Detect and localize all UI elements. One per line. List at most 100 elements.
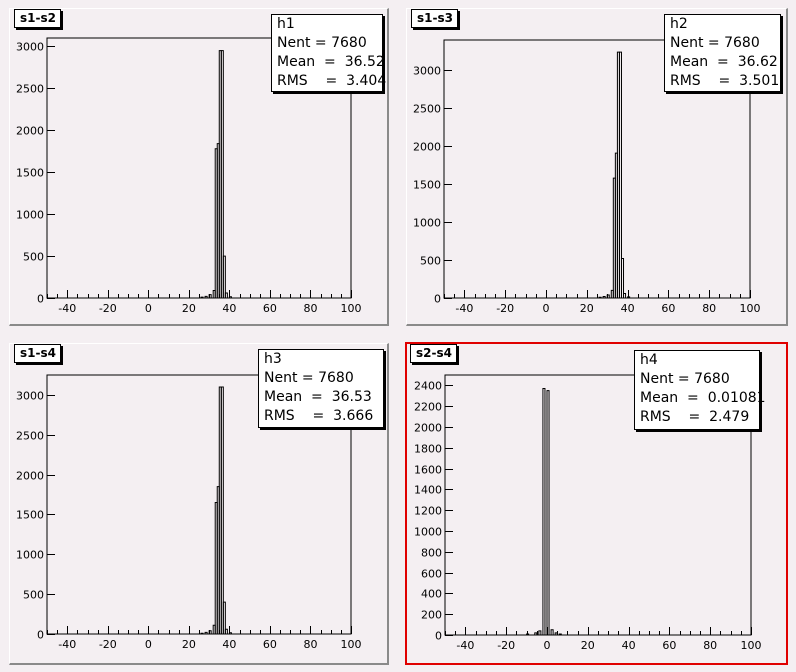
y-tick-label: 1200 bbox=[414, 505, 442, 518]
histogram-bin bbox=[550, 629, 554, 635]
x-tick-label: 100 bbox=[341, 302, 362, 315]
y-tick-label: 2500 bbox=[413, 103, 441, 116]
x-tick-label: 40 bbox=[621, 302, 635, 315]
y-tick-label: 500 bbox=[23, 251, 44, 264]
x-tick-label: 20 bbox=[182, 638, 196, 651]
y-tick-label: 2500 bbox=[16, 83, 44, 96]
y-tick-label: 0 bbox=[37, 629, 44, 642]
x-tick-label: 60 bbox=[263, 638, 277, 651]
stats-nent: Nent = 7680 bbox=[640, 371, 730, 387]
x-tick-label: 20 bbox=[581, 639, 595, 652]
y-tick-label: 800 bbox=[421, 547, 442, 560]
x-tick-label: 80 bbox=[702, 302, 716, 315]
x-tick-label: 0 bbox=[543, 302, 550, 315]
stats-name: h3 bbox=[264, 351, 282, 367]
histogram-bin bbox=[220, 386, 224, 634]
mean-value: 36.53 bbox=[331, 389, 372, 405]
y-tick-label: 1000 bbox=[414, 526, 442, 539]
mean-label: Mean bbox=[640, 390, 679, 406]
nent-value: 7680 bbox=[318, 370, 354, 386]
histogram-bin bbox=[538, 630, 542, 635]
histogram-bin bbox=[627, 296, 631, 298]
histogram-bin bbox=[228, 296, 232, 298]
y-tick-label: 1600 bbox=[414, 464, 442, 477]
stats-box-h2[interactable]: h2 Nent = 7680 Mean = 36.62 RMS = 3.501 bbox=[664, 14, 781, 92]
histogram-bin bbox=[204, 631, 208, 634]
stats-mean: Mean = 36.62 bbox=[670, 54, 778, 70]
y-tick-label: 600 bbox=[421, 568, 442, 581]
x-tick-label: -40 bbox=[456, 639, 474, 652]
histogram-bin bbox=[228, 632, 232, 634]
y-tick-label: 2200 bbox=[414, 401, 442, 414]
pad-s1-s2[interactable]: -40 -20 0 20 40 60 80 100 0 500 1000 1500 2000 2500 30… bbox=[9, 8, 389, 326]
y-tick-label: 2000 bbox=[413, 141, 441, 154]
histogram-bin bbox=[220, 50, 224, 298]
histogram-bin bbox=[618, 51, 622, 298]
histogram-bin bbox=[598, 296, 602, 298]
y-tick-label: 1500 bbox=[16, 167, 44, 180]
stats-nent: Nent = 7680 bbox=[670, 35, 760, 51]
stats-mean: Mean = 36.52 bbox=[277, 54, 385, 70]
mean-label: Mean bbox=[264, 389, 303, 405]
pad-title: s2-s4 bbox=[410, 344, 457, 363]
stats-nent: Nent = 7680 bbox=[264, 370, 354, 386]
x-tick-label: 40 bbox=[222, 638, 236, 651]
x-tick-label: 60 bbox=[662, 639, 676, 652]
stats-rms: RMS = 3.404 bbox=[277, 73, 387, 89]
pad-s1-s3[interactable]: -40 -20 0 20 40 60 80 100 0 500 1000 1500 2000 2500 30… bbox=[406, 8, 788, 326]
y-tick-label: 2500 bbox=[16, 430, 44, 443]
mean-value: 0.01081 bbox=[707, 390, 766, 406]
y-tick-label: 1400 bbox=[414, 484, 442, 497]
x-tick-label: 60 bbox=[661, 302, 675, 315]
nent-label: Nent bbox=[277, 35, 311, 51]
stats-mean: Mean = 0.01081 bbox=[640, 390, 766, 406]
stats-nent: Nent = 7680 bbox=[277, 35, 367, 51]
rms-label: RMS bbox=[640, 409, 671, 425]
rms-label: RMS bbox=[264, 408, 295, 424]
stats-mean: Mean = 36.53 bbox=[264, 389, 372, 405]
rms-value: 3.404 bbox=[346, 73, 387, 89]
pad-title: s1-s4 bbox=[14, 344, 61, 363]
histogram-plot-h4: -40 -20 0 20 40 60 80 1000200400600800100012001… bbox=[414, 374, 762, 652]
x-tick-label: 0 bbox=[145, 302, 152, 315]
nent-label: Nent bbox=[670, 35, 704, 51]
mean-label: Mean bbox=[277, 54, 316, 70]
x-tick-label: 40 bbox=[222, 302, 236, 315]
stats-box-h4[interactable]: h4 Nent = 7680 Mean = 0.01081 RMS = 2.47… bbox=[634, 350, 766, 430]
mean-value: 36.52 bbox=[344, 54, 385, 70]
y-tick-label: 2000 bbox=[414, 422, 442, 435]
x-tick-label: 100 bbox=[341, 638, 362, 651]
rms-value: 3.501 bbox=[739, 73, 780, 89]
stats-box-h1[interactable]: h1 Nent = 7680 Mean = 36.52 RMS = 3.404 bbox=[271, 14, 387, 92]
histogram-plot-h2: -40 -20 0 20 40 60 80 1000500100015002000250030… bbox=[413, 39, 761, 315]
y-tick-label: 1500 bbox=[16, 509, 44, 522]
x-tick-label: -20 bbox=[497, 639, 515, 652]
x-tick-label: 100 bbox=[740, 302, 761, 315]
histogram-bin bbox=[222, 601, 226, 634]
stats-rms: RMS = 3.666 bbox=[264, 408, 374, 424]
histogram-bin bbox=[200, 296, 204, 298]
x-tick-label: 40 bbox=[622, 639, 636, 652]
y-tick-label: 2000 bbox=[16, 470, 44, 483]
stats-name: h4 bbox=[640, 352, 658, 368]
x-tick-label: -40 bbox=[58, 302, 76, 315]
histogram-bin bbox=[200, 632, 204, 634]
stats-box-h3[interactable]: h3 Nent = 7680 Mean = 36.53 RMS = 3.666 bbox=[258, 349, 384, 428]
mean-value: 36.62 bbox=[737, 54, 778, 70]
mean-label: Mean bbox=[670, 54, 709, 70]
pad-s2-s4[interactable]: -40 -20 0 20 40 60 80 100 0 200 400 600 800 1000 1200 1… bbox=[405, 342, 788, 665]
x-tick-label: 80 bbox=[303, 302, 317, 315]
histogram-bin bbox=[224, 292, 228, 298]
histogram-bin bbox=[546, 390, 550, 635]
histogram-bin bbox=[208, 294, 212, 298]
nent-value: 7680 bbox=[331, 35, 367, 51]
x-tick-label: 0 bbox=[145, 638, 152, 651]
histogram-bin bbox=[222, 255, 226, 298]
y-tick-label: 3000 bbox=[413, 65, 441, 78]
stats-rms: RMS = 2.479 bbox=[640, 409, 750, 425]
histogram-bin bbox=[602, 295, 606, 298]
x-tick-label: -20 bbox=[496, 302, 514, 315]
pad-s1-s4[interactable]: -40 -20 0 20 40 60 80 100 0 500 1000 1500 2000 2500 30… bbox=[9, 343, 389, 665]
nent-label: Nent bbox=[640, 371, 674, 387]
rms-label: RMS bbox=[670, 73, 701, 89]
